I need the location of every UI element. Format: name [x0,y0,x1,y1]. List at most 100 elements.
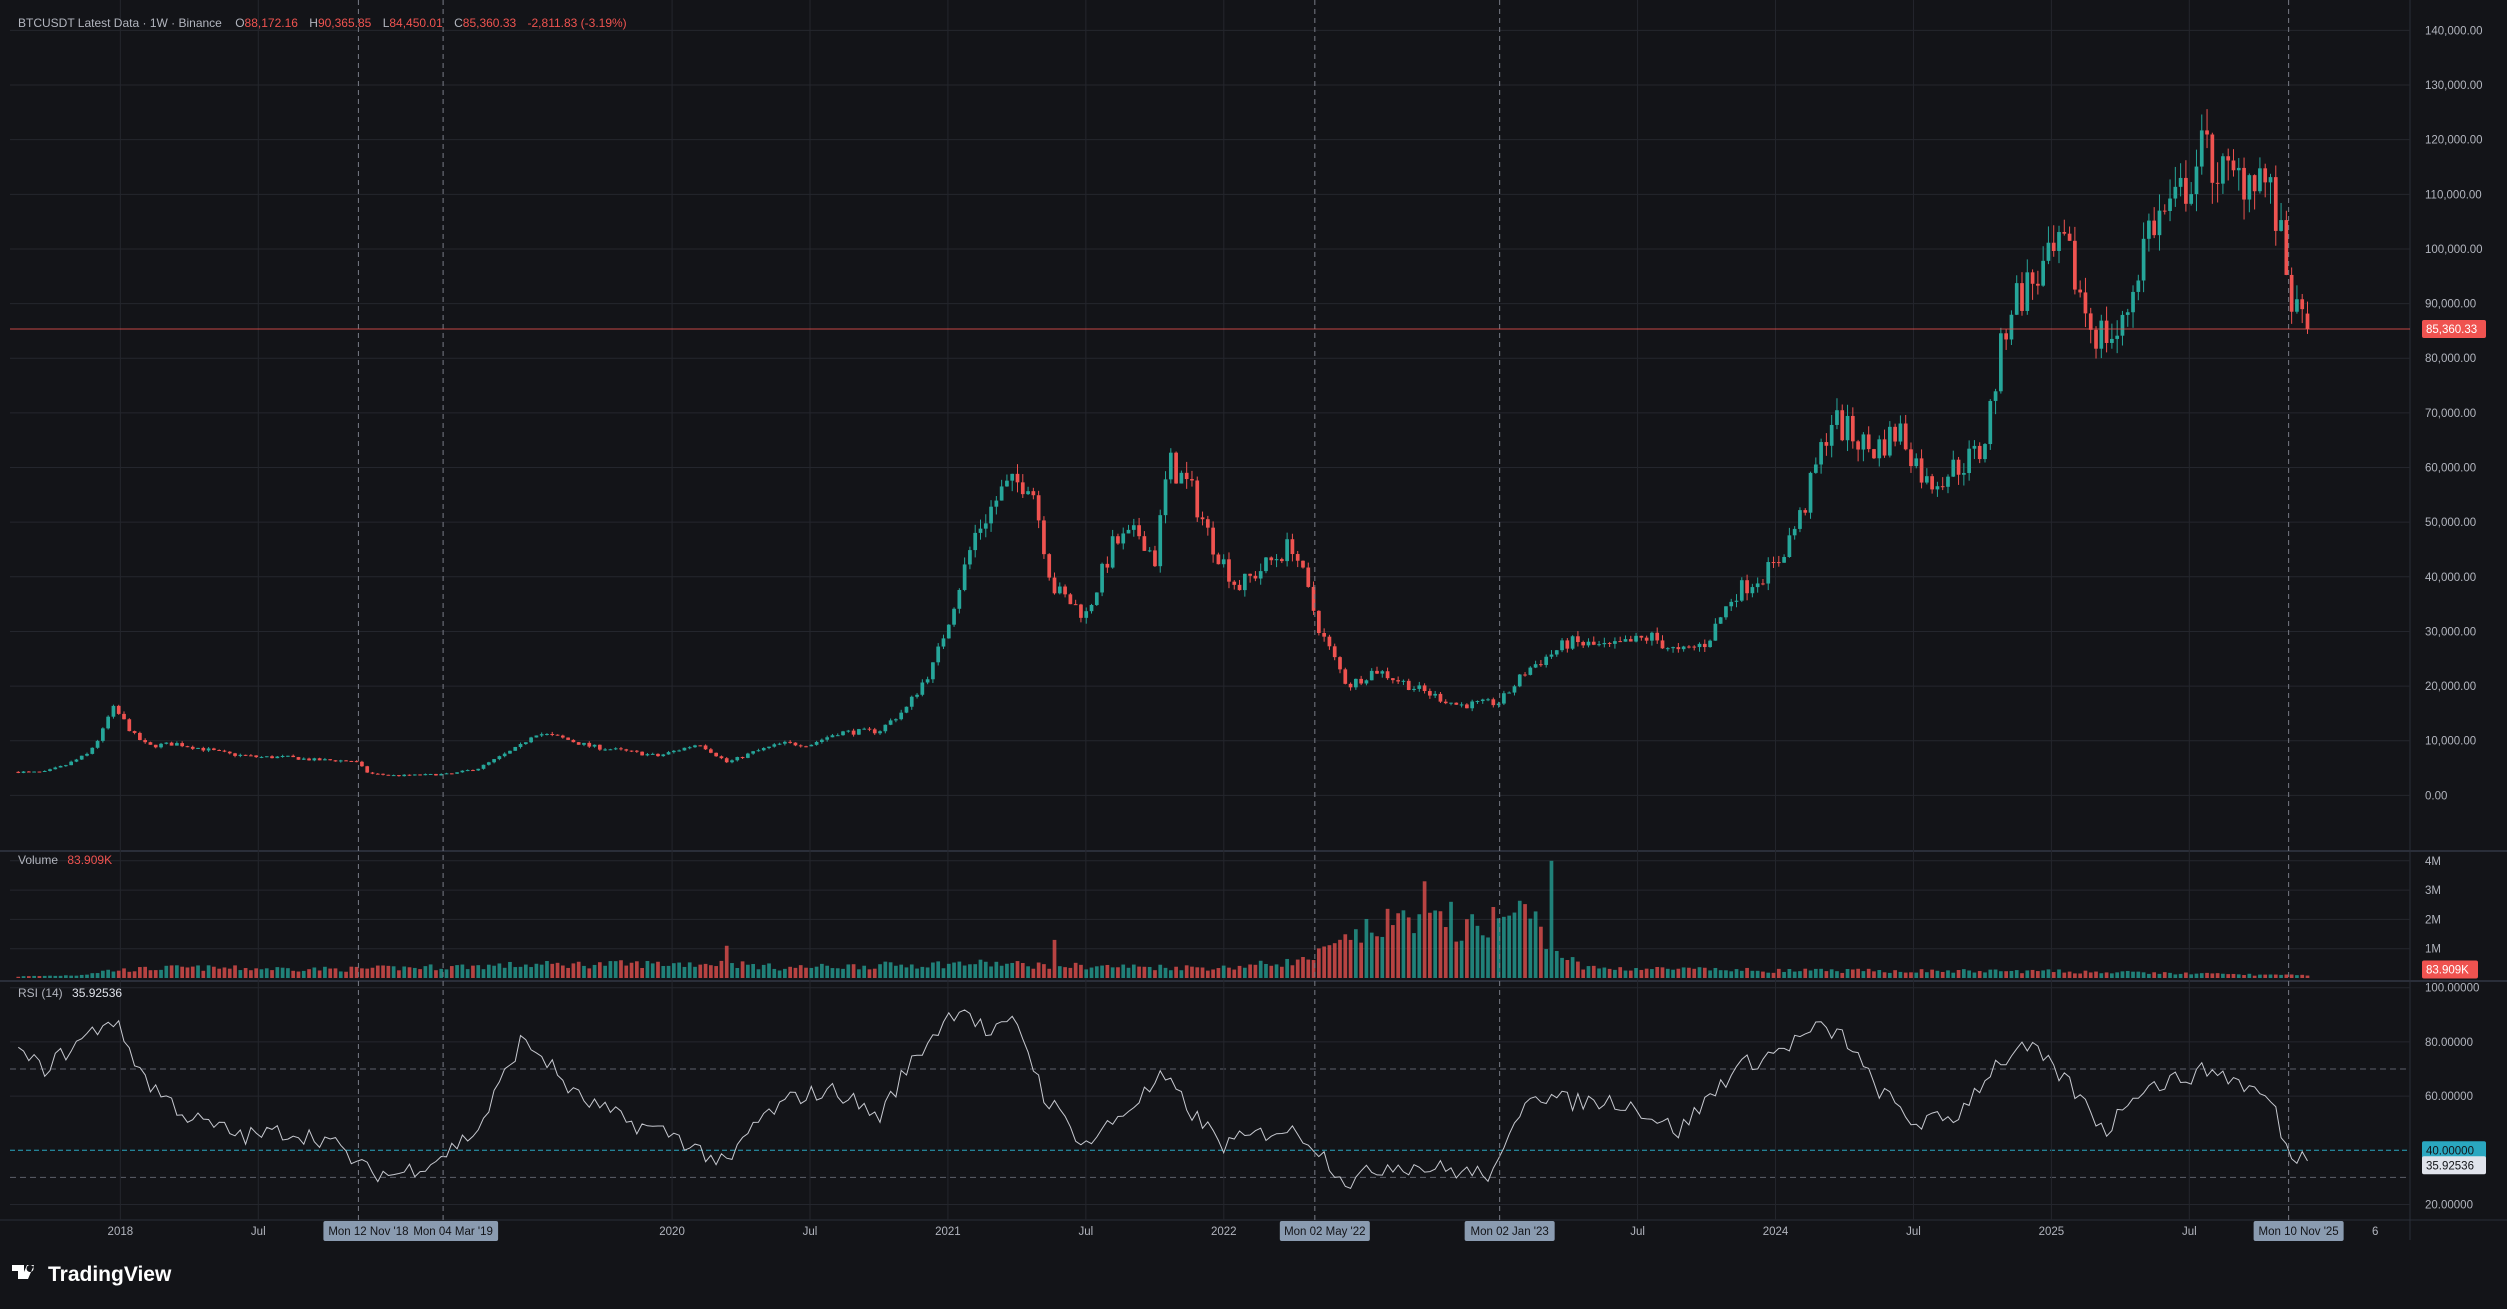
candle-body [2300,299,2305,310]
volume-bar [1010,962,1015,978]
rsi-label: RSI (14) [18,986,63,1000]
marker-date-label: Mon 02 May '22 [1284,1226,1365,1238]
candle-body [656,753,660,757]
candle-body [2004,333,2008,340]
candle-body [1940,486,1945,488]
volume-bar [1385,908,1390,978]
candle-body [159,743,163,748]
last-volume-tag [2422,960,2478,979]
candle-body [48,769,52,772]
volume-bar [1967,970,1971,978]
candle-body [1803,510,1808,513]
volume-bar [1829,969,1834,978]
volume-bar [1914,972,1919,978]
candle-body [1528,667,1533,675]
marker-date-tag[interactable] [323,1221,414,1241]
volume-bar [1909,972,1913,978]
volume-bar [1242,967,1247,978]
price-axis-label: 60,000.00 [2425,463,2476,475]
volume-axis-label: 3M [2425,885,2441,897]
candle-body [164,742,169,744]
volume-bar [724,945,729,978]
volume-bar [1676,968,1681,978]
volume-bar [1692,968,1697,978]
candle-body [2009,314,2014,340]
volume-bar [1702,967,1707,978]
volume-bar [2231,973,2236,978]
candle-body [1153,550,1157,567]
volume-bar [2073,973,2077,978]
volume-bar [925,967,930,978]
candle-body [217,749,222,751]
volume-bar [2152,972,2157,978]
volume-bar [751,964,756,978]
candle-body [1771,562,1776,564]
candle-body [1301,560,1305,568]
marker-date-tag[interactable] [2253,1221,2344,1241]
volume-bar [1063,967,1067,978]
price-axis-label: 100,000.00 [2425,244,2483,256]
candle-body [185,746,190,748]
candle-body [2051,242,2056,251]
candle-body [407,774,412,776]
volume-bar [571,963,576,978]
volume-bar [1380,936,1385,978]
candle-body [2115,335,2120,339]
rsi-axis-label: 80.00000 [2425,1037,2473,1049]
volume-bar [502,967,507,978]
time-axis-label-partial: 6 [2372,1226,2378,1238]
volume-bar [169,965,174,978]
candle-body [1475,701,1480,703]
candle-body [328,759,333,761]
candle-body [2289,274,2294,312]
candle-body [1919,458,1924,483]
marker-date-tag[interactable] [1464,1221,1555,1241]
candle-body [624,749,629,751]
candle-body [841,731,845,736]
candle-body [2083,292,2088,314]
volume-bar [1264,963,1268,978]
volume-bar [1771,972,1776,978]
candle-body [751,751,756,754]
candle-body [783,741,787,744]
candle-body [1052,577,1057,594]
volume-bar [619,960,623,978]
candle-body [280,755,285,757]
volume-bar [1782,971,1786,978]
volume-bar [1412,933,1416,978]
volume-bar [175,965,179,978]
volume-bar [634,961,639,978]
time-axis-label: Jul [251,1226,266,1238]
candle-body [1533,664,1538,668]
candle-body [1316,610,1321,634]
candle-body [2279,220,2283,231]
low-value: 84,450.01 [389,16,443,30]
volume-bar [857,969,861,978]
candle-body [1110,536,1115,568]
volume-bar [2279,974,2283,978]
candle-body [270,756,274,759]
volume-bar [2136,971,2141,978]
marker-date-tag[interactable] [408,1221,499,1241]
candle-body [994,500,999,507]
volume-bar [957,961,962,978]
volume-bar [69,975,73,978]
volume-bar [1554,950,1559,978]
tradingview-logo[interactable]: TradingView [12,1263,172,1286]
volume-bar [148,970,153,978]
candle-body [846,730,851,732]
volume-bar [2110,973,2114,978]
volume-bar [1290,965,1295,978]
candle-body [1137,525,1141,537]
volume-bar [2104,972,2109,978]
volume-bar [1877,970,1882,978]
volume-bar [164,965,169,978]
volume-bar [275,967,280,978]
candle-body [1539,664,1543,666]
marker-date-tag[interactable] [1279,1221,1370,1241]
volume-bar [746,964,750,978]
volume-bar [286,968,290,978]
volume-bar [1121,964,1126,978]
